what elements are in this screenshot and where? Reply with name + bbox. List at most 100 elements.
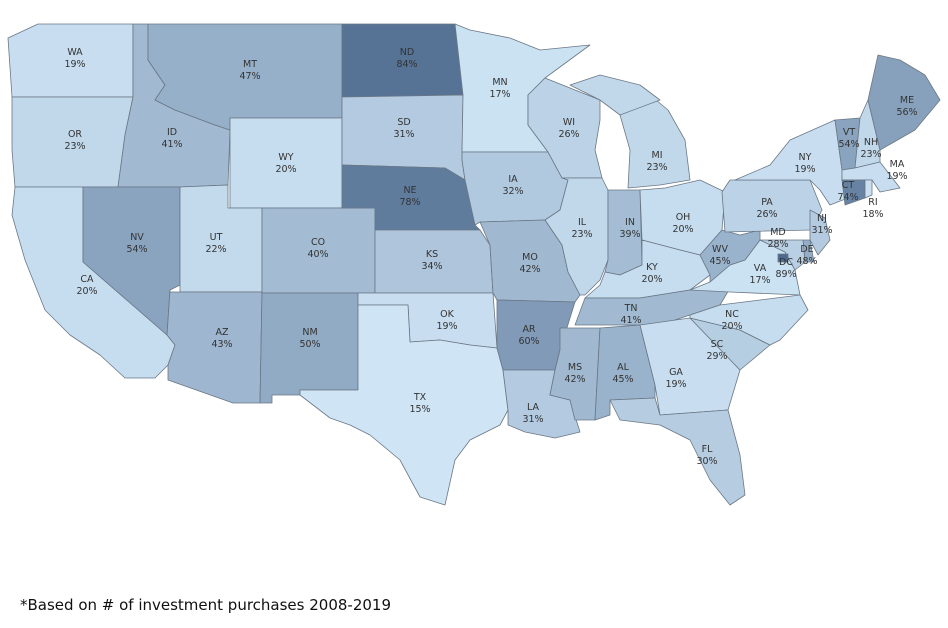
value-label: 19% [436, 321, 457, 332]
value-label: 41% [161, 139, 182, 150]
state-name: KS [426, 249, 438, 260]
state-name: ME [900, 95, 914, 106]
value-label: 20% [721, 321, 742, 332]
state-name: NJ [817, 213, 827, 224]
state-name: SC [711, 339, 724, 350]
state-name: MO [522, 252, 538, 263]
state-name: OH [676, 212, 691, 223]
value-label: 17% [489, 89, 510, 100]
state-name: NC [725, 309, 739, 320]
state-name: KY [646, 262, 658, 273]
state-name: NM [302, 327, 317, 338]
state-name: AZ [215, 327, 228, 338]
value-label: 15% [409, 404, 430, 415]
state-name: NH [864, 137, 878, 148]
state-name: NV [130, 232, 144, 243]
state-labels: WA19%OR23%CA20%ID41%NV54%MT47%WY20%UT22%… [64, 47, 917, 467]
value-label: 50% [299, 339, 320, 350]
state-name: UT [210, 232, 223, 243]
state-name: MD [770, 227, 786, 238]
value-label: 56% [896, 107, 917, 118]
state [777, 253, 789, 263]
state-name: VA [754, 263, 767, 274]
state-name: DC [779, 257, 793, 268]
value-label: 74% [837, 192, 858, 203]
state [867, 54, 941, 151]
value-label: 20% [672, 224, 693, 235]
value-label: 45% [709, 256, 730, 267]
value-label: 89% [775, 269, 796, 280]
value-label: 54% [838, 139, 859, 150]
value-label: 31% [393, 129, 414, 140]
state-name: MS [568, 362, 582, 373]
value-label: 48% [796, 256, 817, 267]
value-label: 40% [307, 249, 328, 260]
value-label: 19% [886, 171, 907, 182]
value-label: 34% [421, 261, 442, 272]
value-label: 17% [749, 275, 770, 286]
state-name: TX [413, 392, 427, 403]
state-name: OR [68, 129, 82, 140]
state-name: ND [400, 47, 414, 58]
value-label: 20% [641, 274, 662, 285]
value-label: 78% [399, 197, 420, 208]
state-name: CO [311, 237, 325, 248]
footnote: *Based on # of investment purchases 2008… [20, 596, 391, 614]
state-name: IN [625, 217, 635, 228]
state-name: WV [712, 244, 728, 255]
state-name: MA [890, 159, 905, 170]
value-label: 20% [76, 286, 97, 297]
state [689, 294, 809, 346]
state [299, 304, 509, 506]
states [7, 23, 941, 506]
value-label: 29% [706, 351, 727, 362]
state [759, 239, 806, 271]
state-name: MT [243, 59, 257, 70]
value-label: 41% [620, 315, 641, 326]
value-label: 47% [239, 71, 260, 82]
state-name: PA [761, 197, 773, 208]
value-label: 19% [64, 59, 85, 70]
state [609, 397, 746, 506]
state-name: AR [522, 324, 535, 335]
state-name: FL [702, 444, 713, 455]
value-label: 42% [519, 264, 540, 275]
value-label: 31% [522, 414, 543, 425]
value-label: 23% [571, 229, 592, 240]
value-label: 23% [64, 141, 85, 152]
state-name: SD [397, 117, 410, 128]
value-label: 30% [696, 456, 717, 467]
value-label: 45% [612, 374, 633, 385]
state-name: OK [440, 309, 454, 320]
state [569, 74, 661, 116]
state [809, 209, 831, 256]
value-label: 23% [860, 149, 881, 160]
state [721, 179, 823, 233]
value-label: 20% [275, 164, 296, 175]
state [864, 179, 873, 199]
state [527, 77, 603, 179]
state-name: MI [652, 150, 663, 161]
state-name: AL [617, 362, 629, 373]
state-name: CA [80, 274, 94, 285]
state-name: CT [842, 180, 855, 191]
state-name: ID [167, 127, 177, 138]
value-label: 26% [558, 129, 579, 140]
value-label: 28% [767, 239, 788, 250]
state [699, 229, 761, 283]
state-name: NE [403, 185, 416, 196]
state-name: TN [624, 303, 638, 314]
value-label: 43% [211, 339, 232, 350]
state-name: IL [578, 217, 587, 228]
state-name: DE [800, 244, 813, 255]
value-label: 84% [396, 59, 417, 70]
state [854, 99, 881, 169]
state-name: GA [669, 367, 683, 378]
state-name: RI [868, 197, 877, 208]
state-name: WY [278, 152, 293, 163]
state-name: WI [563, 117, 575, 128]
state-name: VT [843, 127, 855, 138]
value-label: 23% [646, 162, 667, 173]
